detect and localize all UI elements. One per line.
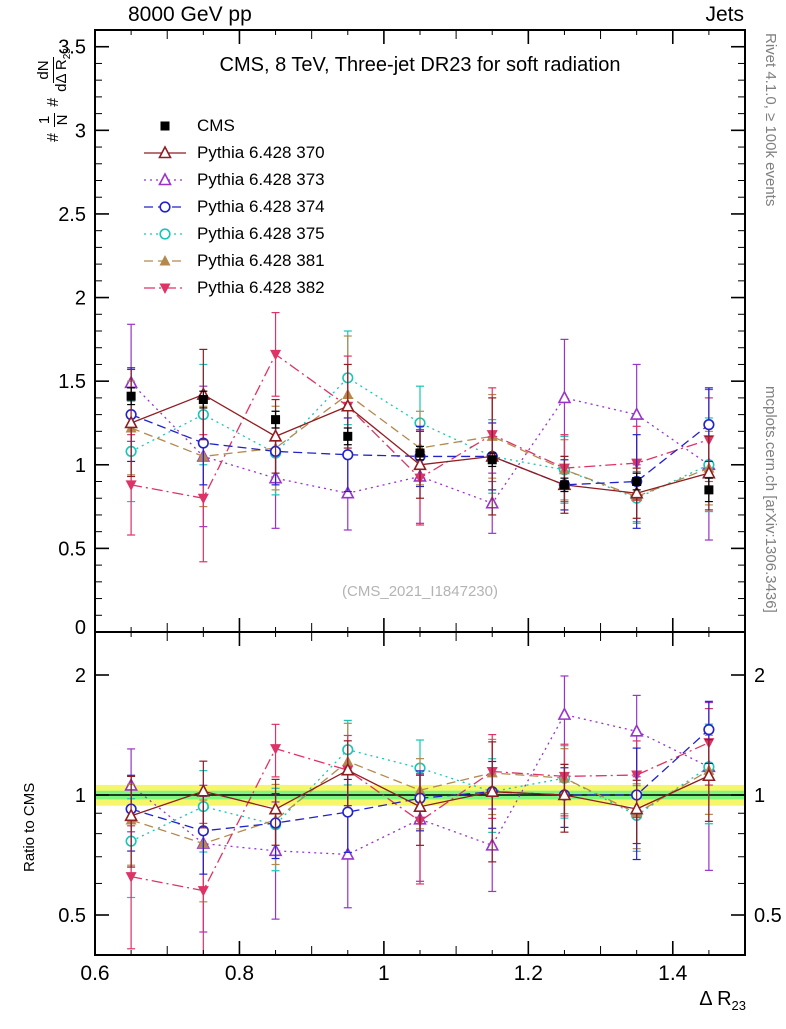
analysis-tag-label: Jets: [705, 3, 744, 26]
svg-text:1.4: 1.4: [658, 962, 688, 985]
legend-marker-icon: [144, 200, 186, 213]
legend-item: Pythia 6.428 381: [142, 247, 325, 274]
svg-text:1: 1: [754, 785, 765, 807]
legend-item-label: Pythia 6.428 375: [197, 223, 325, 243]
legend-marker-icon: [144, 254, 186, 265]
svg-text:1.5: 1.5: [58, 371, 86, 393]
svg-text:1.2: 1.2: [514, 962, 543, 985]
svg-text:0.5: 0.5: [58, 538, 86, 560]
svg-text:0.5: 0.5: [58, 905, 86, 927]
svg-text:3: 3: [75, 120, 86, 142]
legend: CMS Pythia 6.428 370 Pythia 6.428 373 Pythi…: [142, 112, 325, 301]
plot-title: CMS, 8 TeV, Three-jet DR23 for soft radi…: [219, 54, 621, 76]
legend-item-label: Pythia 6.428 370: [197, 142, 325, 162]
watermark: (CMS_2021_I1847230): [342, 583, 498, 600]
svg-text:0.8: 0.8: [225, 962, 254, 985]
legend-item-label: Pythia 6.428 382: [197, 277, 325, 297]
legend-item: CMS: [142, 112, 325, 139]
y-axis-hash1: #: [45, 133, 63, 142]
rivet-version-note: Rivet 4.1.0, ≥ 100k events: [762, 33, 779, 207]
legend-item-label: Pythia 6.428 381: [197, 250, 325, 270]
svg-text:0.6: 0.6: [80, 962, 109, 985]
svg-text:1: 1: [378, 962, 390, 985]
legend-item: Pythia 6.428 374: [142, 193, 325, 220]
legend-item-label: CMS: [197, 115, 235, 135]
legend-item: Pythia 6.428 375: [142, 220, 325, 247]
y-axis-frac-1-over-N: 1 N: [36, 112, 71, 128]
x-axis-label: Δ R23: [699, 988, 746, 1013]
svg-text:2.5: 2.5: [58, 204, 86, 226]
legend-item-label: Pythia 6.428 373: [197, 169, 325, 189]
svg-text:2: 2: [75, 665, 86, 687]
legend-marker-icon: [144, 171, 186, 185]
legend-item: Pythia 6.428 373: [142, 166, 325, 193]
ratio-axis-label: Ratio to CMS: [21, 782, 38, 872]
y-axis-label: # 1 N # dN dΔ R23: [35, 48, 73, 142]
y-axis-hash2: #: [45, 97, 63, 107]
svg-text:2: 2: [754, 665, 765, 687]
beam-energy-label: 8000 GeV pp: [128, 3, 252, 26]
svg-text:1: 1: [75, 455, 86, 477]
legend-marker-icon: [144, 144, 186, 158]
y-axis-frac-dN-dR: dN dΔ R23: [35, 48, 73, 92]
legend-marker-icon: [160, 121, 170, 130]
legend-marker-icon: [144, 283, 186, 294]
legend-item: Pythia 6.428 370: [142, 139, 325, 166]
legend-item: Pythia 6.428 382: [142, 274, 325, 301]
svg-text:2: 2: [75, 288, 86, 310]
mcplots-attribution-note: mcplots.cern.ch [arXiv:1306.3436]: [762, 386, 779, 613]
svg-text:0: 0: [75, 617, 86, 639]
svg-text:3.5: 3.5: [58, 37, 86, 59]
svg-text:0.5: 0.5: [754, 905, 782, 927]
svg-text:1: 1: [75, 785, 86, 807]
legend-marker-icon: [144, 227, 186, 240]
legend-item-label: Pythia 6.428 374: [197, 196, 325, 216]
